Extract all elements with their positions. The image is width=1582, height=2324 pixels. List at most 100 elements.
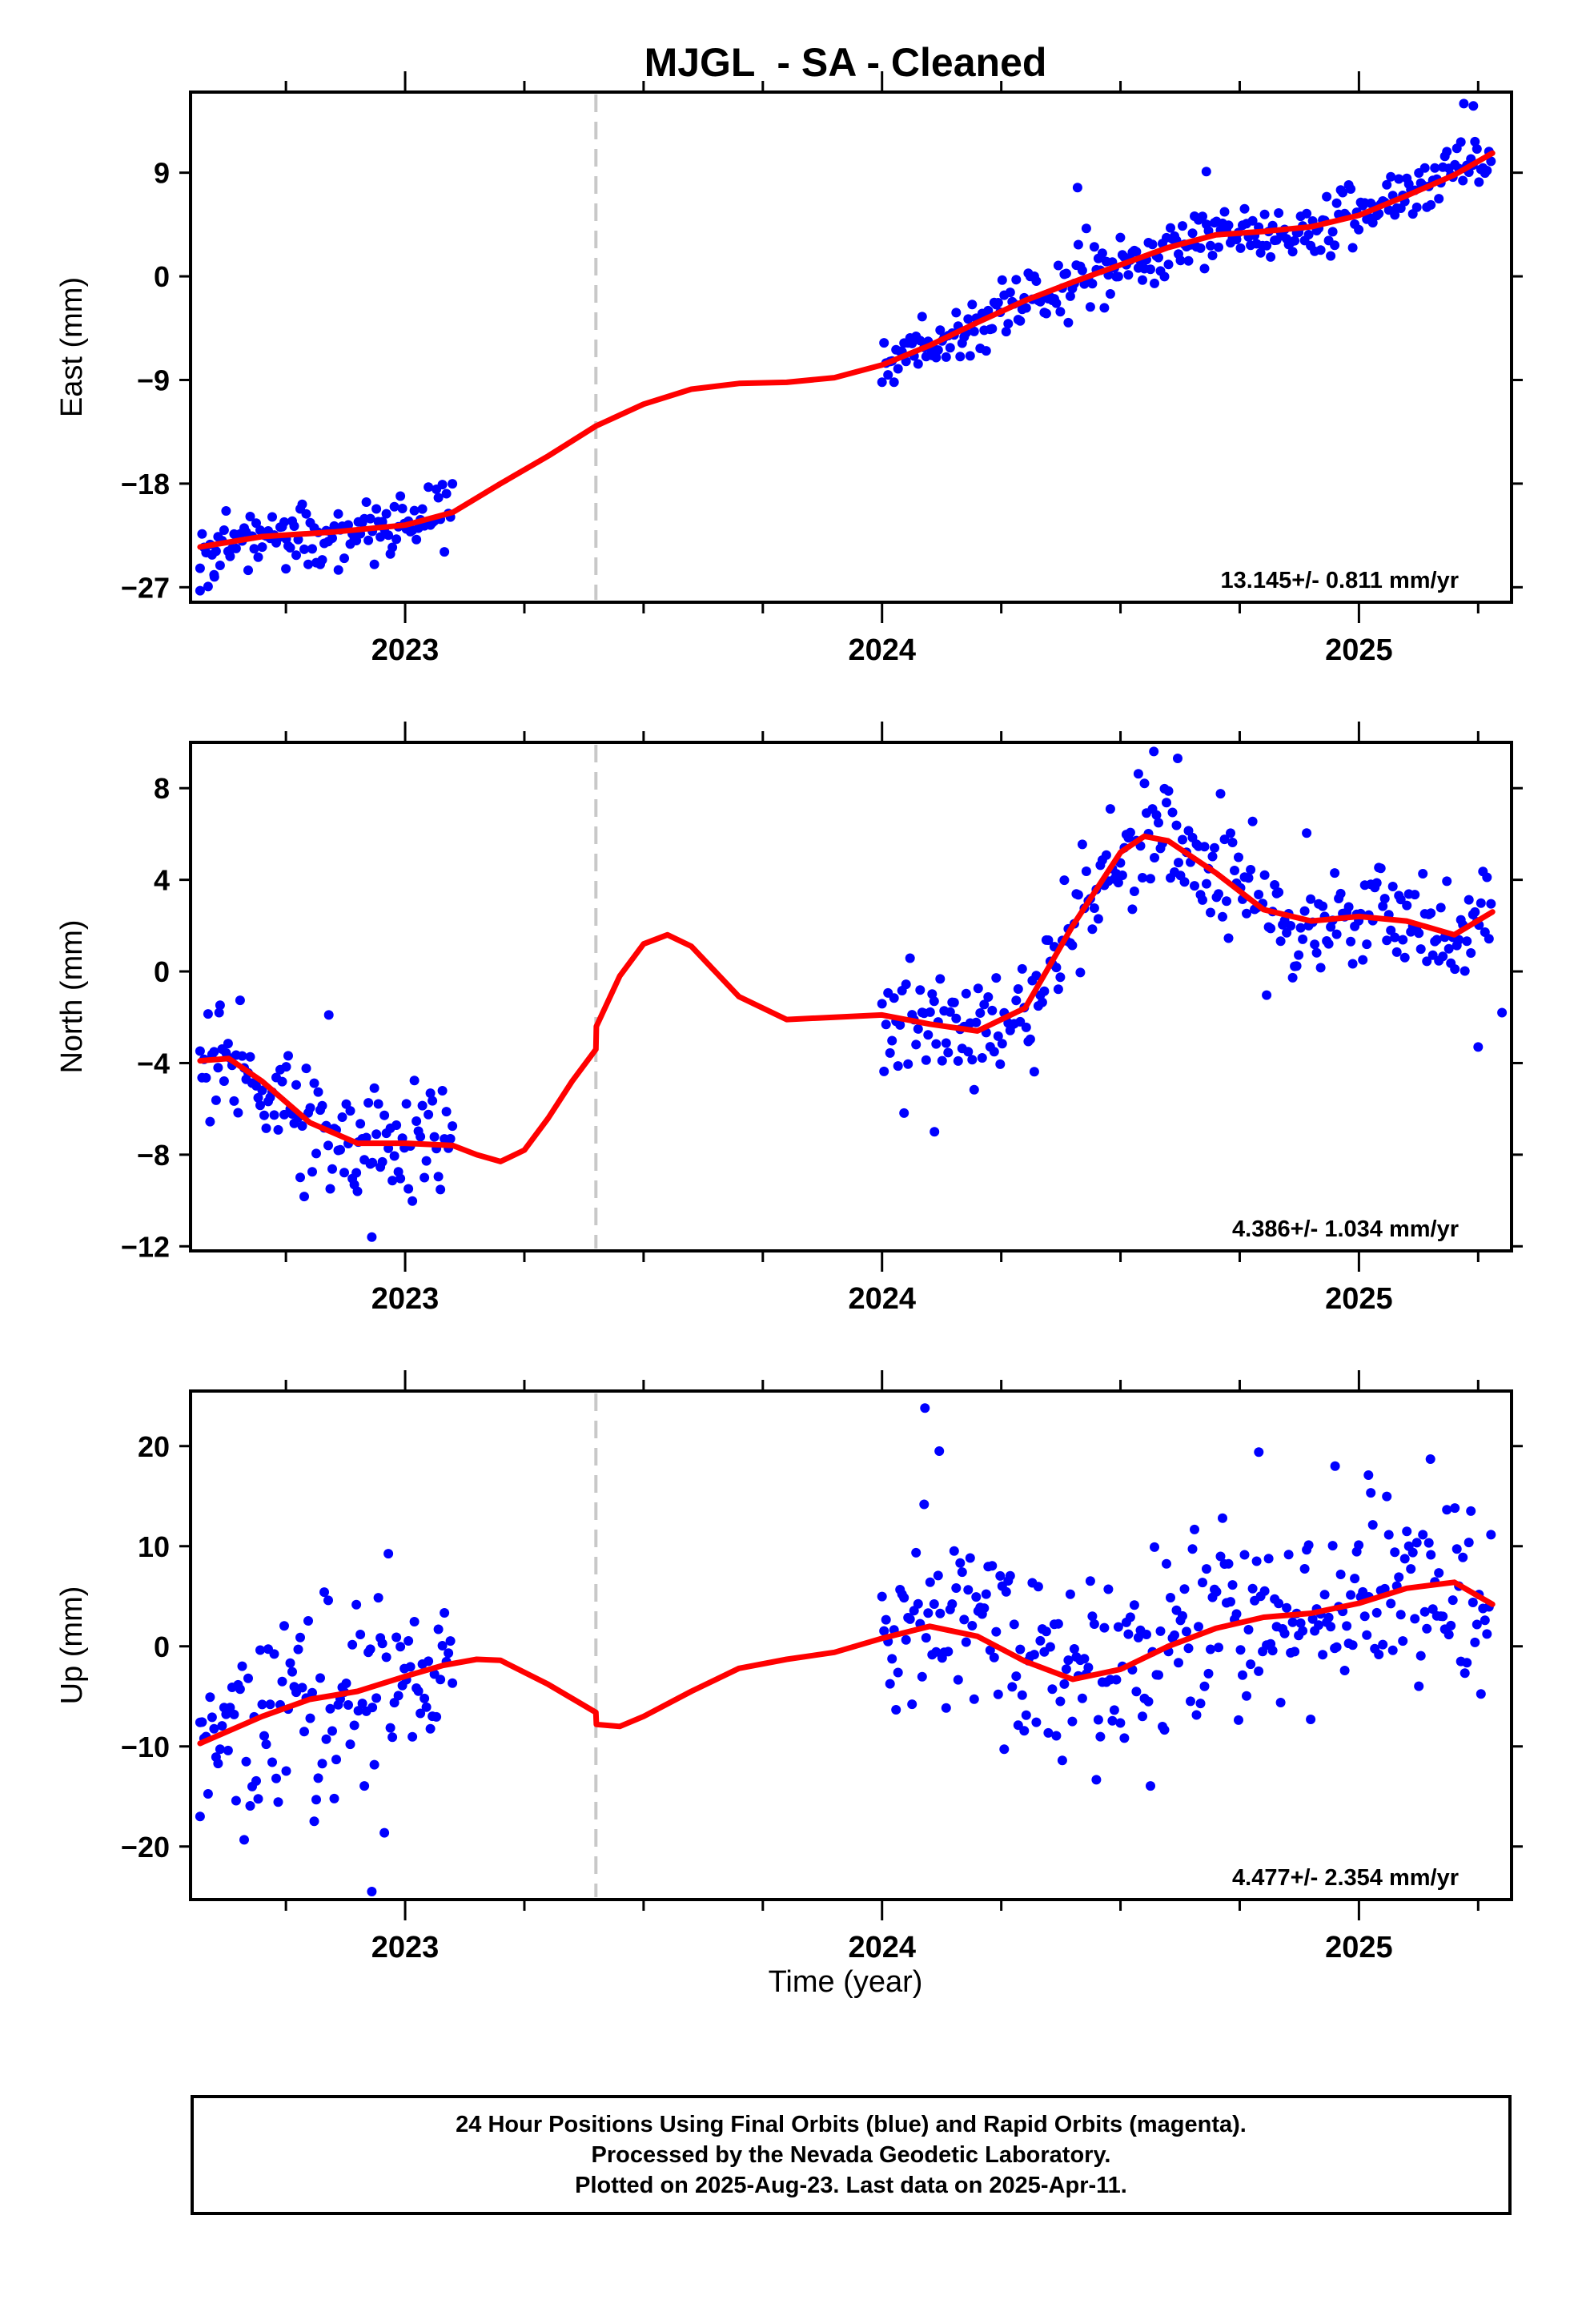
data-point bbox=[935, 974, 946, 984]
data-point bbox=[949, 997, 959, 1007]
data-point bbox=[203, 1789, 213, 1799]
data-point bbox=[408, 1196, 418, 1206]
y-tick-label: 8 bbox=[154, 772, 170, 805]
data-point bbox=[409, 505, 420, 516]
data-point bbox=[1065, 1589, 1075, 1599]
data-point bbox=[1382, 1491, 1392, 1502]
data-point bbox=[437, 1641, 448, 1651]
data-point bbox=[1214, 1642, 1223, 1653]
data-point bbox=[1382, 935, 1392, 946]
data-point bbox=[1391, 947, 1402, 957]
data-point bbox=[1235, 243, 1246, 253]
data-point bbox=[1073, 239, 1083, 250]
velocity-label: 4.386+/- 1.034 mm/yr bbox=[1232, 1216, 1459, 1242]
data-point bbox=[323, 1010, 334, 1020]
data-point bbox=[1113, 1622, 1123, 1632]
data-point bbox=[991, 973, 1002, 983]
data-point bbox=[963, 1047, 974, 1057]
data-point bbox=[995, 1570, 1006, 1581]
data-point bbox=[1323, 1612, 1334, 1622]
data-point bbox=[1214, 242, 1223, 252]
data-point bbox=[1125, 827, 1135, 838]
data-point bbox=[195, 563, 205, 573]
data-point bbox=[1346, 1590, 1356, 1600]
velocity-label: 4.477+/- 2.354 mm/yr bbox=[1232, 1865, 1459, 1891]
data-point bbox=[1174, 1658, 1183, 1668]
data-point bbox=[1407, 1547, 1418, 1558]
data-point bbox=[1410, 1614, 1420, 1624]
data-point bbox=[1386, 925, 1396, 935]
data-point bbox=[433, 1624, 444, 1634]
data-point bbox=[1005, 287, 1015, 298]
data-point bbox=[937, 1055, 947, 1066]
data-point bbox=[301, 509, 311, 519]
data-point bbox=[925, 1577, 935, 1587]
data-point bbox=[1435, 903, 1446, 913]
data-point bbox=[319, 1587, 329, 1598]
data-point bbox=[269, 1649, 279, 1659]
data-point bbox=[313, 1087, 323, 1097]
data-point bbox=[1178, 1610, 1187, 1621]
data-point bbox=[305, 1103, 315, 1113]
data-point bbox=[1347, 1640, 1358, 1651]
data-point bbox=[1486, 156, 1496, 167]
data-point bbox=[195, 1046, 205, 1056]
x-axis-label: Time (year) bbox=[769, 1965, 923, 1999]
data-point bbox=[365, 1644, 375, 1655]
data-point bbox=[1425, 1454, 1435, 1464]
data-point bbox=[273, 1124, 283, 1135]
data-point bbox=[1327, 227, 1338, 237]
data-point bbox=[1013, 984, 1023, 994]
data-point bbox=[1095, 1731, 1106, 1742]
x-tick-label: 2024 bbox=[848, 633, 916, 667]
data-point bbox=[1166, 223, 1175, 233]
data-point bbox=[428, 1096, 438, 1106]
data-point bbox=[1291, 961, 1302, 971]
data-point bbox=[993, 1689, 1003, 1699]
data-point bbox=[1476, 898, 1486, 908]
data-point bbox=[1007, 1682, 1018, 1692]
data-point bbox=[1226, 828, 1235, 838]
data-point bbox=[1274, 887, 1284, 898]
data-point bbox=[1379, 894, 1390, 904]
data-point bbox=[1079, 1654, 1090, 1664]
data-point bbox=[957, 1567, 967, 1578]
data-point bbox=[1303, 230, 1314, 239]
data-point bbox=[891, 1705, 901, 1715]
y-tick-label: −27 bbox=[121, 571, 170, 604]
data-point bbox=[363, 535, 374, 545]
data-point bbox=[424, 482, 434, 493]
data-point bbox=[1460, 1668, 1470, 1679]
data-point bbox=[436, 1184, 446, 1195]
data-point bbox=[1462, 936, 1472, 947]
data-point bbox=[283, 1051, 293, 1061]
data-point bbox=[1399, 952, 1410, 963]
data-point bbox=[933, 345, 943, 356]
data-point bbox=[1115, 232, 1126, 243]
data-point bbox=[1005, 1570, 1015, 1581]
data-point bbox=[445, 1636, 456, 1647]
x-tick-label: 2023 bbox=[371, 1931, 440, 1964]
data-point bbox=[1129, 1600, 1139, 1610]
data-point bbox=[887, 1654, 897, 1664]
data-point bbox=[961, 1637, 971, 1647]
data-point bbox=[367, 1703, 378, 1713]
data-point bbox=[255, 1100, 265, 1111]
data-point bbox=[1198, 895, 1207, 905]
data-point bbox=[1282, 1602, 1292, 1613]
data-point bbox=[1077, 839, 1087, 850]
data-point bbox=[396, 491, 406, 501]
data-point bbox=[389, 1698, 400, 1708]
data-point bbox=[1247, 1583, 1258, 1594]
data-point bbox=[1202, 1564, 1211, 1574]
data-point bbox=[887, 1035, 897, 1046]
data-point bbox=[963, 314, 974, 324]
data-point bbox=[993, 298, 1003, 308]
data-point bbox=[339, 1168, 349, 1178]
data-point bbox=[375, 532, 386, 542]
data-point bbox=[1222, 896, 1231, 907]
data-point bbox=[307, 544, 317, 554]
data-point bbox=[927, 989, 938, 999]
data-point bbox=[1051, 1731, 1062, 1741]
